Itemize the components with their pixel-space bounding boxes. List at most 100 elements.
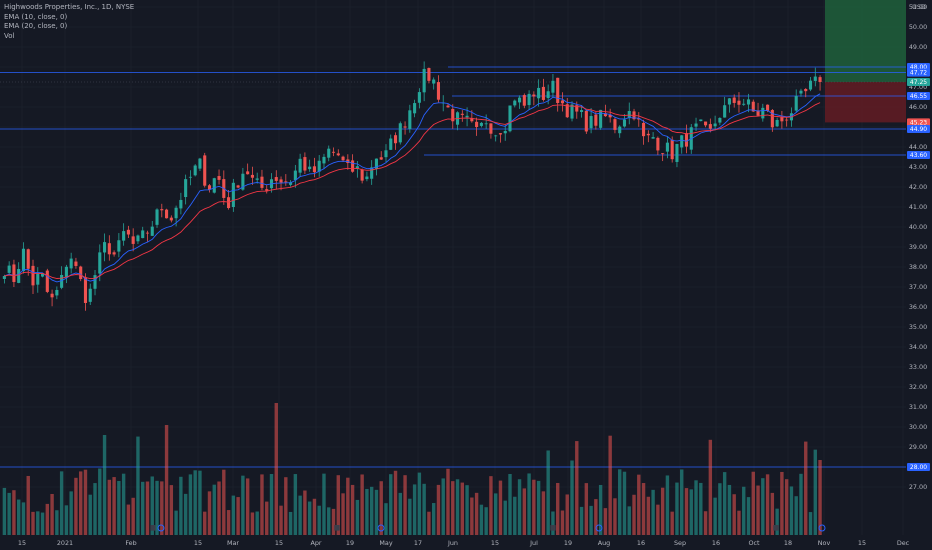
- volume-bar: [660, 487, 665, 535]
- price-tick-label: 39.00: [909, 243, 927, 251]
- candle-body: [2, 275, 6, 279]
- volume-bar: [784, 479, 789, 535]
- candle-body: [479, 122, 483, 126]
- volume-bar: [799, 473, 803, 535]
- volume-bar: [255, 511, 259, 535]
- volume-bar: [541, 491, 546, 535]
- volume-bar: [594, 499, 598, 535]
- candle-body: [785, 119, 789, 121]
- candle-body: [141, 230, 145, 239]
- price-tag: [907, 463, 930, 471]
- ema20-legend[interactable]: EMA (20, close, 0): [4, 22, 68, 31]
- volume-bar: [198, 470, 202, 535]
- candle-body: [145, 232, 150, 234]
- candle-body: [50, 293, 54, 298]
- candle-body: [274, 177, 278, 181]
- time-tick-label: Sep: [674, 539, 686, 547]
- candle-body: [379, 157, 383, 160]
- event-markers[interactable]: [150, 524, 826, 532]
- position-stop-zone[interactable]: [825, 82, 906, 123]
- volume-bar: [369, 486, 374, 535]
- candle-body: [21, 248, 26, 272]
- price-tag-label: 47.72: [910, 70, 927, 77]
- time-tick-label: 19: [564, 539, 572, 547]
- volume-bar: [179, 476, 183, 535]
- candle-body: [103, 242, 107, 253]
- price-tag: [907, 125, 930, 133]
- volume-bar: [603, 508, 608, 535]
- candle-body: [618, 126, 622, 134]
- volume-bar: [303, 490, 307, 535]
- candle-body: [708, 124, 712, 129]
- time-axis[interactable]: 15 2021 Feb 15 Mar 15 Apr 19 May 17 Jun 15 Jul 19 Aug 1…: [18, 539, 910, 547]
- ema10-legend[interactable]: EMA (10, close, 0): [4, 12, 68, 21]
- volume-bar: [789, 486, 794, 535]
- volume-bar: [2, 487, 7, 535]
- volume-bar: [160, 481, 164, 535]
- volume-bar: [775, 508, 779, 535]
- volume-bar: [7, 492, 11, 535]
- volume-bar: [88, 494, 92, 535]
- volume-bar: [632, 494, 636, 535]
- candle-body: [69, 258, 73, 269]
- candle-body: [613, 119, 617, 130]
- price-tick-label: 35.00: [909, 323, 927, 331]
- volume-bar: [59, 471, 64, 535]
- candle-body: [494, 135, 498, 137]
- volume-bar: [226, 510, 231, 535]
- candle-body: [413, 103, 417, 114]
- volume-bar: [575, 441, 579, 535]
- price-candles: [2, 61, 822, 311]
- volume-bar: [355, 499, 360, 535]
- candle-body: [370, 167, 374, 179]
- volume-bar: [317, 505, 321, 535]
- candle-body: [131, 236, 135, 244]
- volume-bar: [236, 497, 240, 535]
- volume-legend[interactable]: Vol: [4, 31, 15, 40]
- volume-bar: [331, 508, 336, 535]
- volume-bar: [365, 488, 369, 535]
- volume-bar: [346, 477, 350, 535]
- candle-body: [570, 104, 574, 119]
- volume-bar: [656, 504, 660, 535]
- price-tag: [907, 68, 930, 77]
- candle-body: [684, 133, 689, 147]
- chart-legend[interactable]: Highwoods Properties, Inc., 1D, NYSE EMA…: [4, 3, 134, 41]
- volume-bar: [503, 500, 507, 535]
- volume-bar: [164, 425, 169, 535]
- candle-body: [198, 158, 202, 169]
- volume-bar: [493, 493, 498, 535]
- volume-bar: [517, 479, 522, 535]
- volume-bar: [727, 484, 732, 535]
- volume-bar: [746, 497, 751, 535]
- candle-body: [427, 68, 431, 81]
- volume-bar: [427, 511, 431, 535]
- symbol-title[interactable]: Highwoods Properties, Inc., 1D, NYSE: [4, 3, 135, 11]
- volume-bar: [327, 507, 331, 535]
- volume-bar: [641, 483, 646, 535]
- candle-body: [284, 181, 288, 183]
- candle-body: [374, 158, 378, 169]
- volume-bar: [546, 450, 550, 535]
- volume-bar: [260, 474, 264, 535]
- volume-bar: [298, 495, 302, 535]
- volume-bar: [408, 498, 412, 535]
- position-target-zone[interactable]: [825, 0, 906, 82]
- volume-bar: [460, 482, 465, 535]
- candle-body: [746, 99, 751, 105]
- horizontal-price-lines[interactable]: [0, 66, 906, 468]
- dividend-marker: [157, 524, 165, 532]
- candle-body: [680, 135, 684, 148]
- candle-body: [265, 189, 269, 191]
- earnings-marker: [334, 525, 340, 531]
- volume-bar: [212, 484, 216, 535]
- candle-body: [527, 93, 531, 106]
- volume-bar: [536, 480, 541, 535]
- candle-body: [351, 160, 355, 172]
- volume-bar: [393, 470, 398, 535]
- price-tag: [907, 151, 930, 159]
- volume-bar: [560, 510, 565, 535]
- price-tick-label: 29.00: [909, 443, 927, 451]
- ema20-line: [4, 102, 821, 280]
